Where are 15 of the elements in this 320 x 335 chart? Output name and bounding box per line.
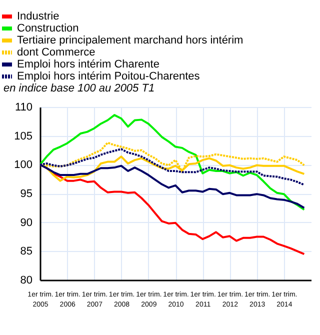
legend-label: Tertiaire principalement marchand hors intérim <box>17 34 244 46</box>
line-series <box>40 114 306 211</box>
y-tick-label: 85 <box>20 246 32 258</box>
y-tick-label: 110 <box>14 102 32 114</box>
legend-label: Emploi hors intérim Poitou-Charentes <box>17 70 200 82</box>
y-tick-label: 95 <box>20 188 32 200</box>
y-axis-title: en indice base 100 au 2005 T1 <box>4 82 155 94</box>
y-tick-label: 80 <box>20 274 32 286</box>
legend-label: Industrie <box>17 10 60 22</box>
legend-label: Construction <box>17 22 79 34</box>
y-tick-label: 100 <box>14 159 32 172</box>
legend-label: Emploi hors intérim Charente <box>17 58 160 70</box>
y-tick-label: 105 <box>14 130 32 142</box>
legend-label: dont Commerce <box>17 46 96 58</box>
y-tick-label: 90 <box>20 216 32 229</box>
